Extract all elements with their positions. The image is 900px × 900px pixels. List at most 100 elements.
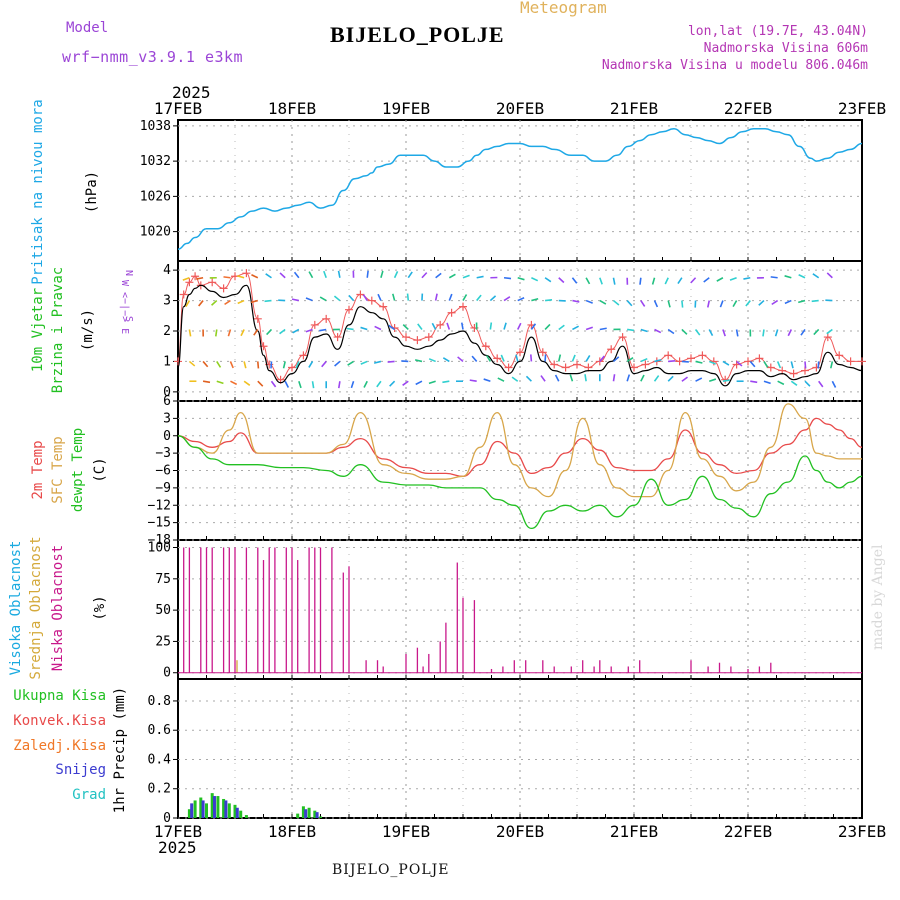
- cloud-tick-label: 50: [155, 603, 171, 618]
- wind-direction-arrow: [402, 324, 409, 331]
- wind-direction-arrow: [531, 277, 539, 282]
- wind-direction-arrow: [585, 299, 593, 304]
- wind-direction-arrow: [428, 380, 436, 385]
- wind-direction-arrow: [237, 275, 245, 279]
- wind-gust-marker: [459, 302, 467, 311]
- wind-direction-arrow: [626, 357, 634, 363]
- wind-direction-arrow: [251, 274, 259, 279]
- wind-direction-arrow: [293, 271, 300, 279]
- snow-bar: [212, 796, 216, 818]
- dewpt-axis-label: dewpt Temp: [70, 428, 86, 512]
- temp-tick-label: −9: [155, 481, 171, 496]
- wind-direction-arrow: [694, 328, 701, 336]
- wind-direction-arrow: [279, 328, 286, 335]
- wind-direction-arrow: [333, 295, 341, 302]
- wind-direction-arrow: [572, 325, 579, 331]
- snow-bar: [315, 812, 319, 818]
- snow-bar: [304, 809, 308, 818]
- wind-direction-arrow: [476, 294, 482, 302]
- date-top-label: 21FEB: [610, 99, 658, 118]
- wind-direction-arrow: [434, 293, 438, 301]
- precip-total-bar: [187, 809, 191, 818]
- wind-direction-arrow: [279, 272, 286, 279]
- wind-direction-arrow: [790, 380, 798, 386]
- cloud-tick-label: 0: [163, 666, 171, 681]
- wind-direction-arrow: [237, 299, 245, 305]
- precip-tick-label: 0.4: [148, 752, 172, 767]
- sfc-temp-axis-label: SFC Temp: [50, 436, 66, 503]
- wind-gust-marker: [687, 354, 695, 363]
- wind-direction-arrow: [211, 299, 218, 306]
- pressure-unit: (hPa): [84, 171, 100, 213]
- wind-gust-marker: [595, 357, 604, 366]
- wind-direction-arrow: [308, 271, 314, 279]
- wind-direction-arrow: [448, 273, 456, 279]
- wind-direction-arrow: [517, 276, 525, 281]
- wind-direction-arrow: [745, 300, 751, 307]
- wind-direction-arrow: [350, 380, 355, 389]
- wind-direction-arrow: [497, 377, 505, 382]
- wind-direction-arrow: [517, 296, 525, 302]
- wind-tick-label: 0: [163, 385, 171, 400]
- wind-direction-arrow: [240, 329, 245, 337]
- wind-direction-arrow: [266, 328, 273, 336]
- cloud-high-axis-label: Visoka Oblacnost: [8, 541, 24, 676]
- wind-direction-arrow: [639, 277, 642, 285]
- subtitle: Meteogram: [520, 0, 607, 17]
- wind-direction-arrow: [758, 299, 765, 306]
- wind-direction-arrow: [265, 273, 272, 279]
- wind-direction-arrow: [640, 374, 645, 382]
- wind-gust-marker: [436, 320, 445, 329]
- wind-direction-arrow: [483, 378, 491, 382]
- wind-direction-arrow: [612, 374, 616, 382]
- date-bottom-label: 20FEB: [496, 822, 544, 841]
- precip-total-bar: [233, 804, 237, 818]
- wind-direction-arrow: [813, 328, 820, 336]
- wind-direction-arrow: [654, 358, 662, 363]
- cloud-mid-axis-label: Srednja Oblacnost: [28, 536, 44, 679]
- wind-direction-arrow: [223, 276, 231, 279]
- precip-total-label: Ukupna Kisa: [13, 688, 106, 704]
- snow-bar: [235, 807, 239, 818]
- wind-direction-arrow: [321, 360, 327, 368]
- snow-label: Snijeg: [55, 762, 106, 778]
- wind-direction-arrow: [707, 300, 711, 308]
- wind-direction-arrow: [323, 270, 327, 279]
- wind-direction-arrow: [376, 380, 382, 388]
- wind-direction-arrow: [264, 299, 272, 303]
- precip-tick-label: 0: [163, 811, 171, 826]
- wind-gust-marker: [561, 363, 570, 372]
- wind-tick-label: 3: [163, 294, 171, 309]
- wind-direction-arrow: [489, 295, 497, 302]
- temp-tick-label: −6: [155, 464, 171, 479]
- wind-direction-arrow: [668, 360, 676, 363]
- wind-direction-arrow: [735, 329, 739, 337]
- precip-total-bar: [210, 793, 214, 818]
- wind-direction-arrow: [571, 354, 576, 362]
- wind-direction-arrow: [188, 329, 192, 337]
- wind-direction-arrow: [337, 381, 341, 389]
- wind-gust-marker: [618, 333, 627, 342]
- dewpt-series-line: [177, 435, 863, 530]
- wind-gust-marker: [253, 314, 262, 323]
- date-top-label: 20FEB: [496, 99, 544, 118]
- precip-total-bar: [227, 803, 231, 818]
- wind-gust-marker: [191, 272, 200, 281]
- credit-watermark: made by Angel: [870, 544, 886, 651]
- wind-direction-arrow: [517, 322, 522, 330]
- wind-direction-arrow: [511, 376, 519, 382]
- wind-direction-arrow: [229, 361, 234, 369]
- wind-direction-arrow: [585, 326, 593, 331]
- wind-direction-arrow: [362, 294, 368, 302]
- wind-direction-arrow: [708, 329, 714, 337]
- wind-direction-arrow: [462, 294, 468, 301]
- wind-direction-arrow: [243, 361, 247, 369]
- wind-direction-arrow: [798, 274, 806, 279]
- wind-direction-arrow: [377, 293, 382, 301]
- wind-direction-arrow: [716, 277, 724, 282]
- wind-direction-arrow: [406, 293, 410, 301]
- wind-direction-arrow: [388, 324, 396, 331]
- wind-direction-arrow: [214, 329, 218, 337]
- wind-direction-arrow: [612, 299, 620, 306]
- wind-direction-arrow: [812, 273, 820, 279]
